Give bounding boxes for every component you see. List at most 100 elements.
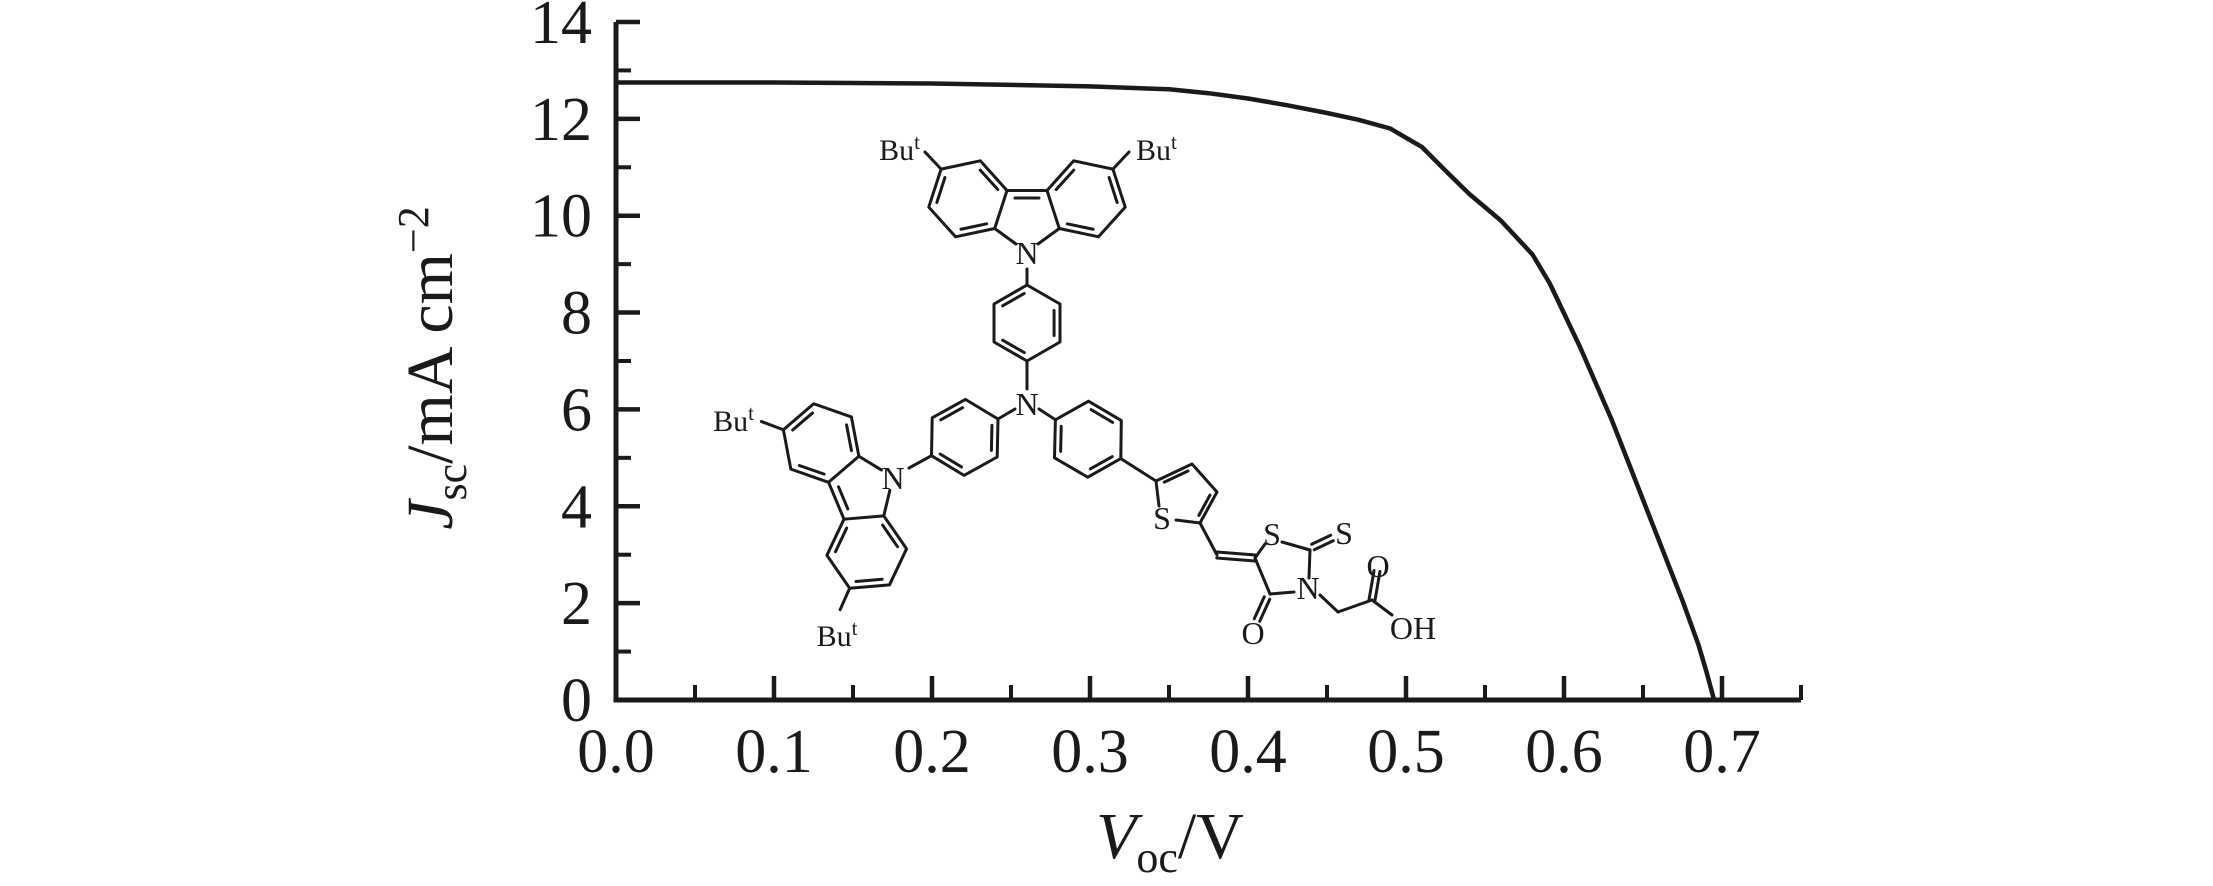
carbonyl-oxygen-label: O bbox=[1241, 615, 1264, 651]
tert-butyl-label: But bbox=[1136, 130, 1177, 167]
ring bbox=[1155, 462, 1219, 524]
bond bbox=[1253, 542, 1267, 560]
rhodanine-ring-sulfur-label: S bbox=[1263, 516, 1281, 552]
double-bond bbox=[1258, 597, 1272, 623]
ring bbox=[927, 159, 1009, 239]
bond bbox=[1037, 407, 1057, 422]
y-tick-label: 10 bbox=[530, 183, 592, 251]
y-tick-label: 8 bbox=[561, 280, 592, 348]
double-bond-inner bbox=[1089, 408, 1115, 424]
bond bbox=[842, 514, 886, 521]
triarylamine-nitrogen-label: N bbox=[1015, 386, 1038, 422]
thioxo-sulfur-label: S bbox=[1335, 515, 1353, 551]
x-tick-label: 0.6 bbox=[1525, 718, 1603, 786]
molecule-structure: But But But But N N N S S S N O O OH bbox=[713, 130, 1436, 653]
bond bbox=[827, 480, 846, 521]
double-bond-inner bbox=[1107, 176, 1119, 204]
ring bbox=[1045, 159, 1127, 239]
bond bbox=[882, 488, 892, 518]
bond bbox=[827, 454, 861, 484]
tert-butyl-label: But bbox=[713, 401, 754, 438]
double-bond-inner bbox=[837, 485, 850, 511]
double-bond-inner bbox=[978, 168, 1000, 192]
x-axis-title: Voc/V bbox=[1096, 800, 1244, 882]
x-tick-label: 0.0 bbox=[577, 718, 655, 786]
double-bond-inner bbox=[938, 452, 963, 469]
ring bbox=[825, 515, 909, 590]
ring bbox=[1053, 399, 1123, 479]
double-bond-inner bbox=[881, 523, 900, 549]
jv-curve bbox=[613, 80, 1717, 703]
bond bbox=[1307, 548, 1312, 580]
x-tick-label: 0.4 bbox=[1209, 718, 1287, 786]
bond bbox=[1370, 598, 1394, 617]
bond bbox=[993, 189, 1009, 230]
bond bbox=[1174, 518, 1202, 525]
bond-to-tert-butyl bbox=[1111, 150, 1131, 171]
bond-to-tert-butyl bbox=[838, 586, 852, 612]
y-tick-label: 6 bbox=[561, 376, 592, 444]
double-bond-inner bbox=[791, 411, 815, 432]
bond bbox=[1119, 457, 1158, 483]
double-bond bbox=[1215, 550, 1257, 557]
rhodanine-nitrogen-label: N bbox=[1296, 570, 1319, 606]
bond bbox=[1198, 521, 1219, 557]
molecule-bonds bbox=[759, 150, 1394, 623]
x-tick-label: 0.1 bbox=[735, 718, 813, 786]
double-bond bbox=[1373, 570, 1382, 603]
y-tick-label: 2 bbox=[561, 570, 592, 638]
hydroxyl-label: OH bbox=[1390, 610, 1436, 646]
x-tick-label: 0.3 bbox=[1051, 718, 1129, 786]
double-bond-inner bbox=[833, 526, 849, 554]
double-bond-inner bbox=[939, 406, 965, 422]
carbazole-unit bbox=[759, 402, 909, 612]
double-bond-inner bbox=[1001, 291, 1026, 308]
double-bond bbox=[1310, 533, 1333, 546]
bond bbox=[1154, 479, 1161, 508]
double-bond-inner bbox=[1088, 455, 1114, 471]
x-tick-label: 0.7 bbox=[1683, 718, 1761, 786]
bond bbox=[996, 407, 1017, 421]
carboxyl-oxygen-label: O bbox=[1366, 548, 1389, 584]
bond bbox=[1336, 598, 1374, 614]
carbazole-nitrogen-label: N bbox=[881, 460, 904, 496]
bond bbox=[1318, 593, 1340, 614]
double-bond-inner bbox=[1001, 338, 1026, 355]
double-bond-inner bbox=[845, 423, 853, 453]
double-bond-inner bbox=[797, 463, 826, 476]
bond-to-tert-butyl bbox=[923, 150, 943, 171]
ring bbox=[781, 402, 861, 484]
double-bond-inner bbox=[959, 222, 989, 231]
bond-to-tert-butyl bbox=[759, 419, 785, 432]
y-tick-label: 12 bbox=[530, 86, 592, 154]
double-bond-inner bbox=[1054, 168, 1076, 192]
double-bond-inner bbox=[854, 577, 884, 583]
bond bbox=[1280, 540, 1312, 552]
carbazole-nitrogen-label: N bbox=[1015, 235, 1038, 271]
double-bond-inner bbox=[1059, 424, 1063, 453]
double-bond bbox=[1215, 556, 1257, 563]
y-tick-label: 4 bbox=[561, 473, 592, 541]
thiophene-sulfur-label: S bbox=[1153, 500, 1171, 536]
tert-butyl-label: But bbox=[879, 130, 920, 167]
y-tick-label: 0 bbox=[561, 667, 592, 735]
bond bbox=[907, 454, 933, 470]
double-bond-inner bbox=[1065, 222, 1095, 231]
carbazole-unit bbox=[923, 150, 1131, 246]
tert-butyl-label: But bbox=[817, 616, 858, 653]
y-tick-label: 14 bbox=[530, 0, 592, 57]
x-tick-label: 0.2 bbox=[893, 718, 971, 786]
double-bond bbox=[1252, 595, 1266, 621]
bond bbox=[993, 227, 1018, 246]
double-bond-inner bbox=[1162, 469, 1190, 484]
bond bbox=[1268, 590, 1296, 596]
x-tick-label: 0.5 bbox=[1367, 718, 1445, 786]
double-bond-inner bbox=[1197, 493, 1212, 517]
double-bond bbox=[1367, 568, 1376, 601]
bond bbox=[1045, 189, 1061, 230]
ring bbox=[930, 397, 1000, 477]
double-bond bbox=[1312, 539, 1335, 552]
bond bbox=[1036, 227, 1061, 246]
double-bond-inner bbox=[935, 176, 947, 204]
